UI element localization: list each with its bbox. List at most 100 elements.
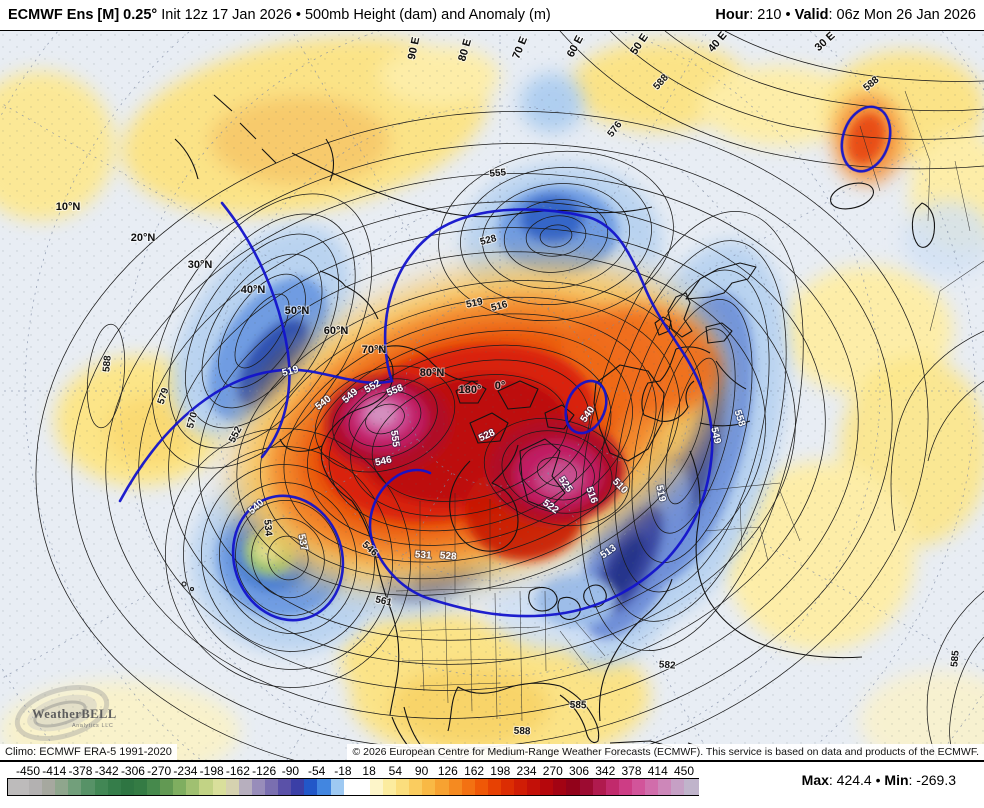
colorbar-tick: -162 (225, 764, 250, 778)
colorbar-cell (304, 779, 318, 795)
max-sep: : (828, 772, 837, 788)
contour-label: 555 (489, 167, 507, 179)
contour-label: 534 (261, 519, 273, 537)
colorbar-cell (422, 779, 436, 795)
contour-label: 528 (439, 550, 457, 562)
colorbar-cell (409, 779, 423, 795)
contour-label: 585 (570, 700, 587, 712)
colorbar-tick: 126 (437, 764, 458, 778)
colorbar-cell (120, 779, 134, 795)
colorbar-cell (605, 779, 619, 795)
valid-label: Valid (794, 7, 829, 23)
geo-label: 70°N (362, 344, 387, 356)
colorbar-right-cap (684, 779, 700, 795)
model-name: ECMWF Ens [M] 0.25° (8, 7, 158, 23)
colorbar-cell (173, 779, 187, 795)
geo-label: 60°N (324, 325, 349, 337)
max-min-readout: Max: 424.4 • Min: -269.3 (802, 772, 956, 788)
contour-label: 585 (949, 650, 961, 668)
max-value: 424.4 (836, 772, 872, 788)
divider-line (0, 760, 984, 762)
colorbar: -450 -414 -378 -342 -306 -270 -234 -198 -162 -126… (7, 763, 700, 796)
colorbar-tick: -126 (252, 764, 277, 778)
contour-label: 519 (465, 296, 484, 310)
colorbar-cell (186, 779, 200, 795)
colorbar-cell (632, 779, 646, 795)
contour-label: 549 (708, 426, 722, 445)
colorbar-cell (396, 779, 410, 795)
contour-label: 555 (388, 430, 401, 448)
contour-label: 588 (101, 355, 113, 373)
height-contours (35, 31, 984, 760)
540-contour (118, 105, 892, 622)
header: ECMWF Ens [M] 0.25° Init 12z 17 Jan 2026… (0, 0, 984, 30)
colorbar-cell (618, 779, 633, 795)
colorbar-cell (382, 779, 397, 795)
colorbar-tick: 270 (542, 764, 563, 778)
colorbar-cell (448, 779, 462, 795)
colorbar-tick: -306 (120, 764, 145, 778)
colorbar-cell (42, 779, 56, 795)
colorbar-cell (592, 779, 606, 795)
colorbar-cell (238, 779, 252, 795)
colorbar-tick: -450 (15, 764, 41, 778)
colorbar-cell (540, 779, 554, 795)
colorbar-cell (264, 779, 279, 795)
colorbar-tick: -54 (307, 764, 326, 778)
colorbar-cell (133, 779, 147, 795)
colorbar-cell (566, 779, 580, 795)
colorbar-cell (278, 779, 292, 795)
colorbar-cell (251, 779, 265, 795)
map-panel: 588 579 570 552 519 540 549 552 558 555 546 528 525 5… (0, 30, 984, 760)
hour-value: : 210 • (749, 7, 795, 23)
colorbar-cell (146, 779, 161, 795)
colorbar-tick: -342 (94, 764, 119, 778)
contour-label: 546 (374, 454, 393, 468)
colorbar-cell (55, 779, 69, 795)
colorbar-cell (579, 779, 593, 795)
colorbar-ticks: -450 -414 -378 -342 -306 -270 -234 -198 -162 -126… (7, 763, 699, 778)
colorbar-cell (474, 779, 488, 795)
colorbar-tick: 18 (362, 764, 376, 778)
init-and-parameter: Init 12z 17 Jan 2026 • 500mb Height (dam… (157, 7, 551, 23)
colorbar-cell (645, 779, 659, 795)
colorbar-tick: 162 (464, 764, 485, 778)
colorbar-cell (291, 779, 305, 795)
political-borders (395, 90, 984, 722)
colorbar-cell (68, 779, 82, 795)
colorbar-cell (81, 779, 95, 795)
valid-value: : 06z Mon 26 Jan 2026 (828, 7, 976, 23)
colorbar-tick: 378 (621, 764, 642, 778)
colorbar-tick: -234 (173, 764, 198, 778)
colorbar-cell (671, 779, 685, 795)
geo-label: 40°N (241, 284, 266, 296)
min-value: -269.3 (916, 772, 956, 788)
maxmin-dot: • (871, 772, 885, 788)
geo-label: 0° (495, 380, 506, 392)
colorbar-tick: -90 (281, 764, 300, 778)
geo-label: 50°N (285, 305, 310, 317)
colorbar-tick: -270 (147, 764, 172, 778)
logo-subtext: Analytics LLC (72, 723, 113, 729)
geo-label: 30°N (188, 259, 213, 271)
hour-label: Hour (715, 7, 750, 23)
colorbar-tick: 234 (516, 764, 537, 778)
colorbar-tick: 90 (414, 764, 429, 778)
colorbar-cell (343, 779, 357, 795)
colorbar-cell (212, 779, 226, 795)
colorbar-cell (94, 779, 108, 795)
colorbar-tick: -414 (42, 764, 67, 778)
colorbar-cell (317, 779, 331, 795)
colorbar-cell (500, 779, 515, 795)
min-sep: : (908, 772, 917, 788)
colorbar-cell (330, 779, 344, 795)
colorbar-cell (553, 779, 567, 795)
colorbar-cell (435, 779, 449, 795)
colorbar-tick: 198 (490, 764, 511, 778)
colorbar-cell (461, 779, 475, 795)
colorbar-tick: 450 (673, 764, 695, 778)
geo-label: 80°N (420, 367, 445, 379)
colorbar-cell (225, 779, 239, 795)
map-title: ECMWF Ens [M] 0.25° Init 12z 17 Jan 2026… (8, 7, 551, 23)
